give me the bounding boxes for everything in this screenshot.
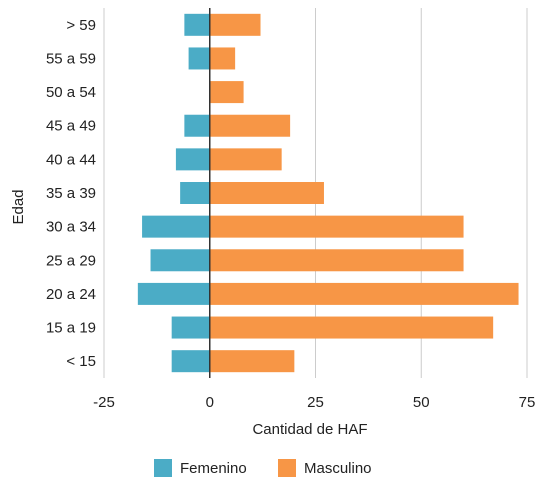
x-tick-label-2: 25 [307,394,324,411]
bar-femenino-6 [142,215,210,238]
bar-femenino-8 [137,282,210,305]
x-tick-label-1: 0 [206,394,214,411]
category-label-10: < 15 [66,353,96,370]
bar-masculino-7 [209,249,464,272]
bar-femenino-7 [150,249,210,272]
legend: Femenino Masculino [154,459,372,477]
x-tick-label-0: -25 [93,394,115,411]
bar-masculino-6 [209,215,464,238]
x-tick-label-3: 50 [413,394,430,411]
bar-masculino-8 [209,282,519,305]
category-labels: > 59 55 a 59 50 a 54 45 a 49 40 a 44 35 a 39 3… [46,17,96,370]
bar-femenino-9 [171,316,210,339]
legend-swatch-masculino [278,459,296,477]
legend-item-femenino: Femenino [154,459,247,477]
bar-femenino-10 [171,350,210,373]
bar-masculino-4 [209,148,282,171]
bar-femenino-3 [184,114,210,137]
x-tick-labels: -25 0 25 50 75 [93,394,535,411]
legend-item-masculino: Masculino [278,459,372,477]
category-label-9: 15 a 19 [46,320,96,337]
bar-femenino-5 [180,182,210,204]
bar-masculino-5 [209,182,324,204]
bar-masculino-3 [209,114,291,137]
legend-label-femenino: Femenino [180,460,247,477]
bar-masculino-1 [209,47,236,70]
legend-swatch-femenino [154,459,172,477]
category-label-6: 30 a 34 [46,219,96,236]
x-axis-title: Cantidad de HAF [252,421,367,438]
bar-femenino-4 [175,148,210,171]
bars [137,13,519,373]
bar-masculino-2 [209,81,244,104]
bar-masculino-9 [209,316,494,339]
grid-lines [103,8,528,378]
category-label-1: 55 a 59 [46,50,96,67]
bar-femenino-0 [184,13,210,36]
category-label-8: 20 a 24 [46,286,96,303]
x-tick-label-4: 75 [519,394,536,411]
category-label-7: 25 a 29 [46,252,96,269]
category-label-4: 40 a 44 [46,151,96,168]
category-label-5: 35 a 39 [46,185,96,202]
bar-masculino-0 [209,13,261,36]
category-label-2: 50 a 54 [46,84,96,101]
y-axis-title: Edad [10,189,27,224]
bar-femenino-1 [188,47,210,70]
category-label-3: 45 a 49 [46,118,96,135]
legend-label-masculino: Masculino [304,460,372,477]
category-label-0: > 59 [66,17,96,34]
bar-masculino-10 [209,350,295,373]
